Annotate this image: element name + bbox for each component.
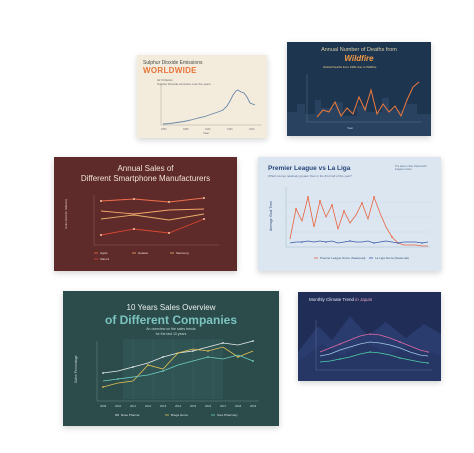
sulphur-chart: 1850 1880 1920 1960 2000 (160, 85, 262, 131)
climate-chart (298, 316, 441, 381)
legend-huawei: Huawei (138, 251, 149, 255)
legend-brega-gems: Brega Gems (171, 413, 188, 417)
sulphur-title: Sulphur Dioxide Emissions (143, 60, 203, 66)
companies-chart (63, 291, 279, 426)
companies-sales-card[interactable]: 10 Years Sales Overview of Different Com… (63, 291, 279, 426)
legend-xiaomi: Xiaomi (100, 257, 110, 261)
legend-laliga: La Liga Score (Seasonal) (375, 256, 409, 260)
sulphur-line (162, 89, 256, 125)
wildfire-headline: Wildfire (344, 54, 374, 63)
series-climate-3 (319, 351, 429, 364)
x-tick-2009: 2009 (100, 404, 107, 408)
smartphone-title: Annual Sales of Different Smartphone Man… (80, 164, 211, 183)
x-tick-2015: 2015 (190, 404, 197, 408)
x-tick-2017: 2017 (220, 404, 227, 408)
football-subtitle: Which scores relatively greater than in … (268, 174, 352, 178)
smartphone-sales-card[interactable]: Annual Sales of Different Smartphone Man… (54, 157, 237, 271)
legend-samsung: Samsung (176, 251, 189, 255)
companies-title: 10 Years Sales Overview (126, 303, 216, 312)
legend-rose-pharma: Rose Pharma (121, 413, 140, 417)
x-tick-2013: 2013 (160, 404, 167, 408)
legend-premier: Premier League Score (Seasonal) (320, 256, 366, 260)
x-tick-2012: 2012 (145, 404, 152, 408)
series-samsung (100, 213, 205, 221)
series-apple (100, 197, 205, 203)
smartphone-ylabel: Units Sold (In millions) (64, 199, 68, 229)
svg-text:Year: Year (347, 126, 353, 130)
companies-subtitle: An overview on the sales trends for the … (146, 327, 196, 336)
x-tick-2019: 2019 (250, 404, 257, 408)
series-laliga (289, 240, 429, 244)
companies-headline: of Different Companies (104, 313, 237, 327)
svg-text:1880: 1880 (183, 128, 189, 131)
football-ylabel: Average Goal Time (269, 201, 273, 231)
smartphone-chart (54, 157, 237, 271)
svg-text:1850: 1850 (161, 128, 167, 131)
companies-ylabel: Sales Percentage (74, 355, 78, 383)
wildfire-line (316, 81, 420, 118)
sulphur-emissions-card[interactable]: 1850 1880 1920 1960 2000 Sulphur Dioxide… (137, 55, 267, 138)
series-sure-pharmacy (102, 354, 254, 382)
wildfire-title: Annual Number of Deaths from (321, 47, 397, 53)
series-xiaomi (100, 218, 205, 236)
sulphur-subtitle: Air Pollution Sulphur Dioxide emission o… (157, 78, 211, 86)
x-tick-2011: 2011 (130, 404, 137, 408)
svg-text:1920: 1920 (205, 128, 211, 131)
x-tick-2018: 2018 (235, 404, 242, 408)
sulphur-headline: WORLDWIDE (143, 66, 197, 75)
climate-title: Monthly Climate Trend in Japan (309, 297, 373, 302)
series-climate-1 (319, 333, 429, 353)
svg-text:1960: 1960 (227, 128, 233, 131)
wildfire-deaths-card[interactable]: Year Annual Number of Deaths from Wildfi… (287, 42, 431, 136)
series-premier (289, 195, 428, 247)
wildfire-chart: Year (287, 74, 431, 136)
x-tick-2010: 2010 (115, 404, 122, 408)
svg-text:2000: 2000 (249, 128, 255, 131)
football-chart (285, 187, 430, 259)
climate-trend-card[interactable]: Monthly Climate Trend in Japan (298, 292, 441, 381)
x-tick-2014: 2014 (175, 404, 182, 408)
sulphur-xlabel: Year (203, 131, 210, 135)
x-tick-2016: 2016 (205, 404, 212, 408)
legend-sure-pharmacy: Sure Pharmacy (217, 413, 238, 417)
series-huawei (100, 208, 205, 215)
wildfire-legend: Global Deaths from 1990 due to Wildfire (323, 65, 377, 69)
series-climate-2 (319, 341, 429, 357)
football-title: Premier League vs La Liga (268, 165, 351, 172)
legend-apple: Apple (100, 251, 108, 255)
football-note: The above chart shows both leagues score… (395, 165, 427, 171)
football-comparison-card[interactable]: Premier League vs La Liga Which scores r… (258, 157, 441, 271)
